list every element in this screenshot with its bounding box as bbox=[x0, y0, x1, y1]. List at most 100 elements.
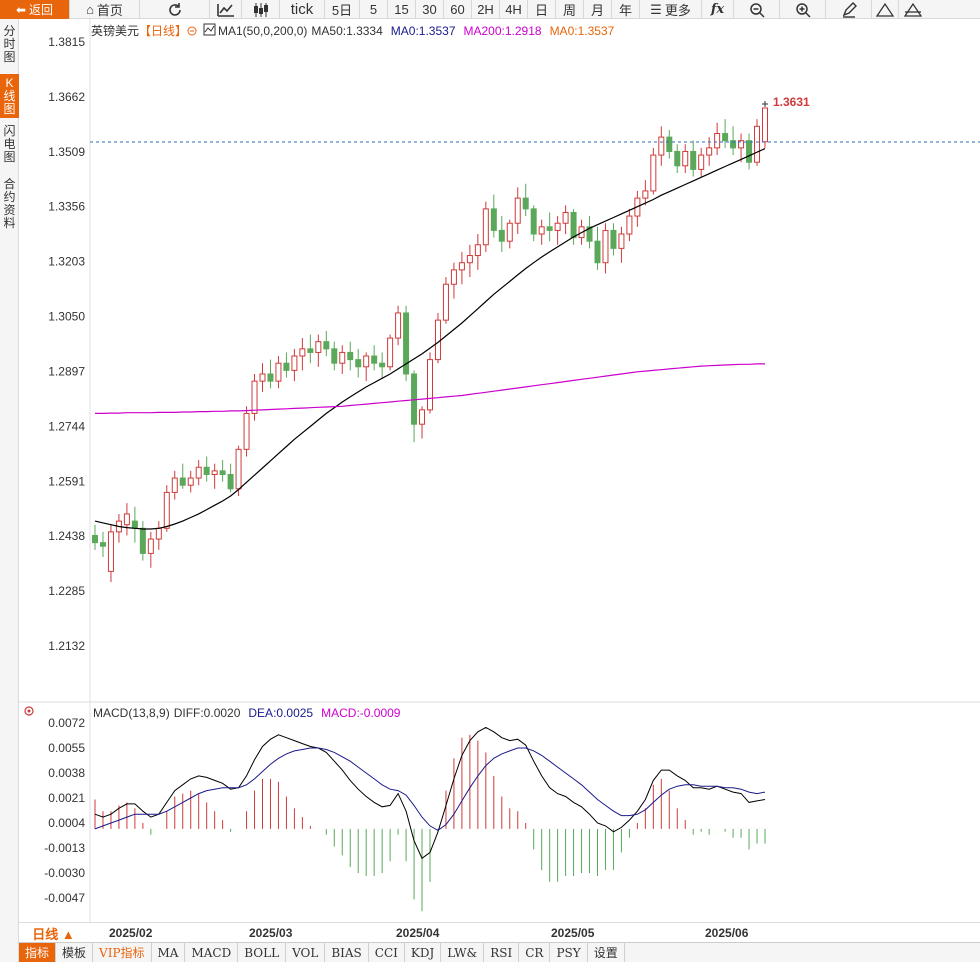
tab-time-share[interactable]: 分 时 图 bbox=[0, 25, 19, 64]
more-button[interactable]: ☰ 更多 bbox=[640, 0, 702, 19]
tick-label: tick bbox=[290, 1, 314, 18]
candle-down bbox=[92, 534, 98, 544]
tab-bias[interactable]: BIAS bbox=[325, 943, 369, 962]
candle-down bbox=[307, 348, 314, 353]
tab-label: PSY bbox=[556, 945, 581, 960]
tab-cr[interactable]: CR bbox=[519, 943, 551, 962]
chart-type-button[interactable] bbox=[210, 0, 242, 19]
macd-tick-label: -0.0030 bbox=[44, 866, 85, 880]
tab-lw[interactable]: LW& bbox=[441, 943, 485, 962]
macd-name: MACD(13,8,9) bbox=[93, 706, 170, 720]
candle-up bbox=[163, 491, 170, 529]
candle-up bbox=[315, 341, 322, 353]
candle-up bbox=[762, 107, 768, 143]
candle-down bbox=[139, 527, 146, 554]
candle-up bbox=[387, 337, 394, 368]
macd-tick-label: 0.0004 bbox=[48, 816, 85, 830]
zoom-out-button[interactable] bbox=[734, 0, 780, 19]
period-5d[interactable]: 5日 bbox=[325, 0, 360, 19]
candle-up bbox=[450, 269, 457, 285]
candle-up bbox=[187, 477, 194, 486]
tab-settings[interactable]: 设置 bbox=[588, 943, 625, 962]
candle-up bbox=[291, 355, 298, 371]
tab-kline[interactable]: K 线 图 bbox=[0, 74, 19, 118]
period-5m[interactable]: 5 bbox=[360, 0, 388, 19]
legend-ma0a: MA0:1.3537 bbox=[391, 24, 456, 38]
candle-down bbox=[570, 211, 577, 239]
tab-label: 设置 bbox=[593, 946, 618, 960]
candle-up bbox=[698, 154, 705, 170]
plus-circle-icon[interactable] bbox=[187, 26, 197, 36]
tab-contract-info[interactable]: 合 约 资 料 bbox=[0, 178, 19, 230]
candle-down bbox=[323, 341, 330, 350]
ma200-line bbox=[95, 363, 765, 414]
tab-label: 指标 bbox=[25, 946, 50, 960]
macd-diff: DIFF:0.0020 bbox=[174, 706, 241, 720]
zoom-in-button[interactable] bbox=[780, 0, 826, 19]
candle-up bbox=[506, 222, 513, 242]
price-tick-label: 1.2438 bbox=[48, 529, 85, 543]
period-label: 4H bbox=[505, 2, 522, 17]
period-label: 年 bbox=[618, 3, 632, 18]
legend-ma200: MA200:1.2918 bbox=[464, 24, 542, 38]
macd-dea: DEA:0.0025 bbox=[248, 706, 313, 720]
refresh-button[interactable] bbox=[140, 0, 210, 19]
collapse-up-button[interactable] bbox=[872, 0, 899, 19]
candlestick-type-button[interactable] bbox=[242, 0, 280, 19]
candle-up bbox=[434, 319, 441, 361]
tab-flash-chart[interactable]: 闪 电 图 bbox=[0, 125, 19, 164]
price-axis: 1.3815 1.3662 1.3509 1.3356 1.3203 1.3050 1.28… bbox=[48, 35, 85, 653]
tab-template[interactable]: 模板 bbox=[56, 943, 94, 962]
dea-line bbox=[94, 747, 766, 831]
macd-tick-label: -0.0013 bbox=[44, 841, 85, 855]
tab-boll[interactable]: BOLL bbox=[238, 943, 287, 962]
menu-icon: ☰ bbox=[650, 1, 662, 17]
period-tick[interactable]: tick bbox=[280, 0, 325, 19]
period-15m[interactable]: 15 bbox=[388, 0, 416, 19]
period-day[interactable]: 日 bbox=[528, 0, 556, 19]
date-label: 2025/02 bbox=[109, 926, 153, 940]
tab-psy[interactable]: PSY bbox=[550, 943, 588, 962]
period-label: 60 bbox=[450, 2, 465, 17]
candle-up bbox=[419, 409, 426, 425]
tab-ma[interactable]: MA bbox=[152, 943, 186, 962]
candle-down bbox=[666, 136, 673, 152]
tab-cci[interactable]: CCI bbox=[369, 943, 405, 962]
tab-vol[interactable]: VOL bbox=[286, 943, 326, 962]
candle-up bbox=[618, 233, 625, 249]
legend-symbol: 英镑美元 bbox=[91, 23, 139, 38]
tab-rsi[interactable]: RSI bbox=[484, 943, 520, 962]
macd-settings-icon[interactable] bbox=[24, 706, 34, 716]
candle-up bbox=[650, 154, 657, 192]
tab-macd[interactable]: MACD bbox=[185, 943, 239, 962]
candle-up bbox=[754, 125, 761, 163]
period-week[interactable]: 周 bbox=[556, 0, 584, 19]
period-label: 月 bbox=[590, 3, 604, 18]
candle-down bbox=[530, 208, 537, 235]
candle-up bbox=[107, 531, 114, 572]
period-month[interactable]: 月 bbox=[584, 0, 612, 19]
period-label: 30 bbox=[422, 2, 437, 17]
period-30m[interactable]: 30 bbox=[416, 0, 444, 19]
candle-down bbox=[347, 351, 354, 361]
expand-down-button[interactable] bbox=[899, 0, 926, 19]
period-year[interactable]: 年 bbox=[612, 0, 640, 19]
chart-area[interactable]: 英镑美元【日线】 MA1(50,0,200,0) MA50:1.3334 MA0:1… bbox=[19, 19, 980, 922]
tab-vip-indicators[interactable]: VIP指标 bbox=[93, 943, 152, 962]
period-select-button[interactable]: 日线 ▲ bbox=[19, 923, 88, 943]
period-2h[interactable]: 2H bbox=[472, 0, 500, 19]
macd-legend: MACD(13,8,9) DIFF:0.0020 DEA:0.0025 MACD:-0… bbox=[93, 706, 401, 720]
side-tabs: 分 时 图 K 线 图 闪 电 图 合 约 资 料 bbox=[0, 19, 19, 962]
home-button[interactable]: ⌂ 首页 bbox=[70, 0, 140, 19]
draw-button[interactable] bbox=[826, 0, 872, 19]
indicator-chart-icon[interactable] bbox=[203, 23, 216, 36]
tab-indicators[interactable]: 指标 bbox=[19, 943, 57, 962]
candle-down bbox=[283, 362, 290, 371]
ma50-line bbox=[94, 148, 766, 530]
formula-button[interactable]: fx bbox=[702, 0, 734, 19]
tab-kdj[interactable]: KDJ bbox=[405, 943, 442, 962]
back-button[interactable]: ⬅ 返回 bbox=[0, 0, 70, 19]
period-4h[interactable]: 4H bbox=[500, 0, 528, 19]
period-60m[interactable]: 60 bbox=[444, 0, 472, 19]
legend-ma50: MA50:1.3334 bbox=[311, 24, 383, 38]
